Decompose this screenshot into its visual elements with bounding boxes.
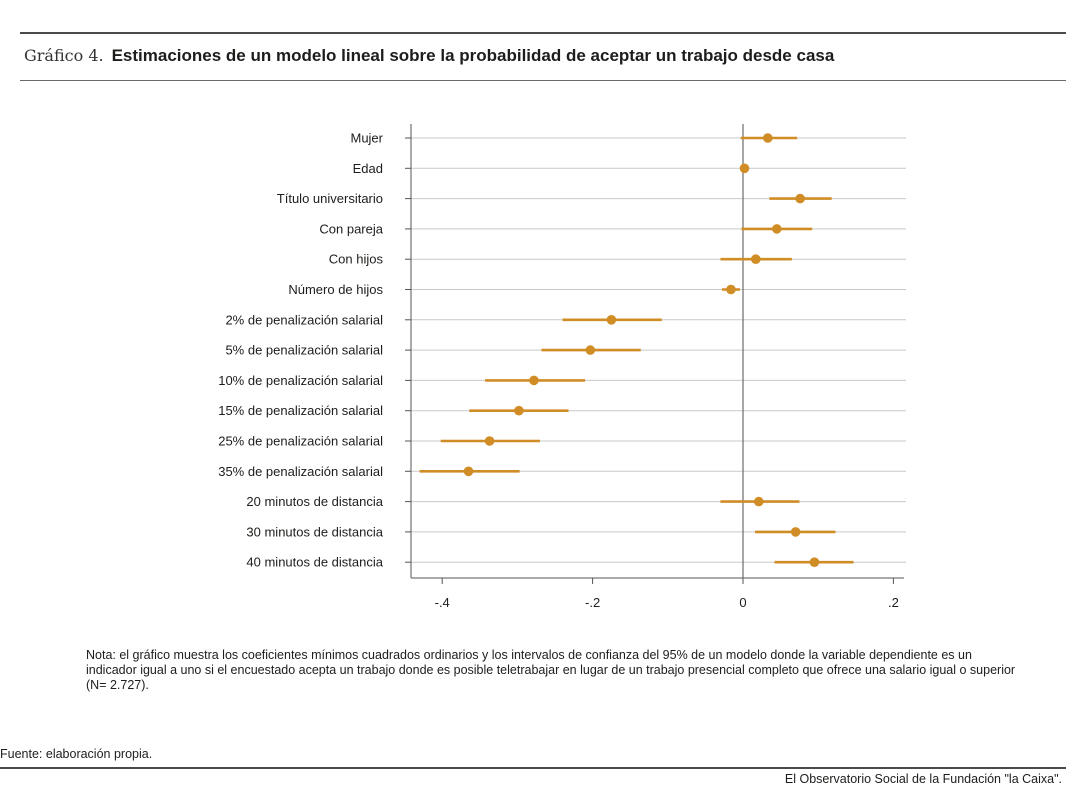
chart-title: Estimaciones de un modelo lineal sobre l…	[111, 46, 835, 65]
bottom-rule	[0, 767, 1066, 769]
category-label: 5% de penalización salarial	[225, 343, 383, 358]
point-estimate	[772, 224, 782, 234]
chart-title-row: Gráfico 4. Estimaciones de un modelo line…	[24, 46, 834, 72]
point-estimate	[585, 345, 596, 355]
category-label: 10% de penalización salarial	[218, 373, 383, 388]
title-rule	[20, 80, 1066, 81]
chart-note: Nota: el gráfico muestra los coeficiente…	[86, 648, 1016, 692]
point-estimate	[809, 557, 820, 567]
category-label: 20 minutos de distancia	[246, 494, 383, 509]
point-estimate	[529, 375, 539, 386]
point-estimate	[753, 496, 764, 507]
point-estimate	[750, 254, 761, 264]
category-label: Mujer	[350, 131, 383, 146]
top-rule	[20, 32, 1066, 34]
category-label: 30 minutos de distancia	[246, 524, 383, 539]
source-text: Fuente: elaboración propia.	[0, 747, 153, 761]
category-label: Con hijos	[329, 252, 384, 267]
x-tick-label: -.4	[435, 595, 450, 610]
category-label: Con pareja	[319, 221, 383, 236]
publisher-credit: El Observatorio Social de la Fundación "…	[784, 772, 1062, 786]
point-estimate	[795, 193, 805, 204]
x-tick-label: -.2	[585, 595, 600, 610]
category-label: Título universitario	[277, 191, 383, 206]
x-tick-label: 0	[739, 595, 746, 610]
category-label: 35% de penalización salarial	[218, 464, 383, 479]
point-estimate	[514, 405, 524, 416]
category-label: 15% de penalización salarial	[218, 403, 383, 418]
point-estimate	[726, 284, 736, 295]
category-label: Edad	[353, 161, 383, 176]
point-estimate	[763, 133, 773, 143]
category-label: Número de hijos	[288, 282, 383, 297]
point-estimate	[484, 436, 495, 446]
x-tick-label: .2	[888, 595, 899, 610]
chart-number: Gráfico 4.	[24, 46, 104, 65]
category-label: 25% de penalización salarial	[218, 434, 383, 449]
category-label: 2% de penalización salarial	[225, 312, 383, 327]
coefficient-plot: Mujer Edad Título universitario Con pareja C…	[218, 124, 906, 610]
point-estimate	[790, 527, 801, 537]
category-label: 40 minutos de distancia	[246, 555, 383, 570]
point-estimate	[606, 315, 617, 325]
point-estimate	[739, 163, 750, 174]
point-estimate	[463, 466, 474, 477]
